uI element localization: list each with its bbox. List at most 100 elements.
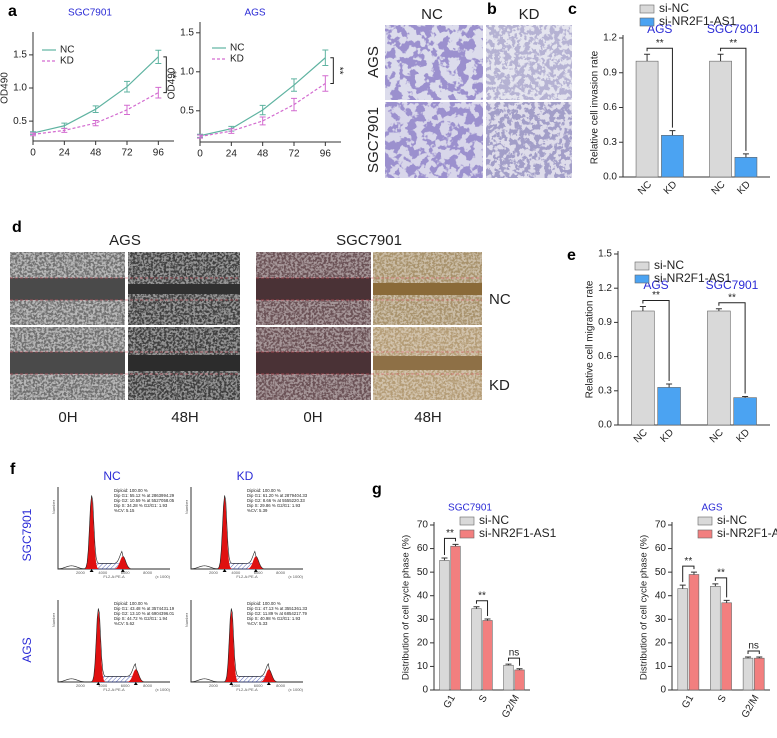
flow-stat: Dip S: 40.98 % G2/G1: 1.93 <box>247 616 301 621</box>
y-tick-label: 10 <box>655 661 667 672</box>
flow-stat: Dip G2: 13.10 % at 6904396.01 <box>114 611 175 616</box>
flow-curve <box>57 495 170 570</box>
flow-stat: %CV: 5.15 <box>114 508 135 513</box>
significance-bracket <box>718 302 746 394</box>
error-bar <box>742 396 749 398</box>
flow-g1-peak <box>222 608 241 682</box>
error-bar <box>516 668 523 670</box>
significance-bracket <box>642 299 670 381</box>
y-tick-label: 1.0 <box>180 66 194 77</box>
flow-peak-marker <box>89 569 94 572</box>
flow-stat: Dip S: 29.86 % G2/G1: 1.93 <box>247 503 301 508</box>
annotation: ** <box>717 568 725 579</box>
image-column-label: KD <box>519 6 540 23</box>
error-bar <box>259 116 266 126</box>
flow-column-label: KD <box>237 469 254 483</box>
flow-x-tick-label: 6000 <box>254 683 264 688</box>
flow-stat: %CV: 5.33 <box>247 621 268 626</box>
significance-bracket <box>475 600 489 617</box>
x-tick-label: 0 <box>197 149 203 160</box>
legend-swatch <box>697 529 713 539</box>
legend-label: si-NR2F1-AS1 <box>479 526 557 540</box>
bar <box>471 608 482 691</box>
bar <box>677 588 688 691</box>
flow-stat: Diploid: 100.00 % <box>114 488 148 493</box>
time-label: 48H <box>171 409 199 426</box>
panel-label: g <box>372 481 382 498</box>
error-bar <box>441 557 448 561</box>
legend-swatch <box>639 4 655 14</box>
y-tick-label: 50 <box>417 567 429 578</box>
legend-label: KD <box>230 54 244 65</box>
y-tick-label: 1.2 <box>603 33 617 44</box>
annotation: ** <box>656 38 664 49</box>
flow-x-label: FL2-A:PE-A <box>103 574 125 579</box>
flow-x-tick-label: 8000 <box>276 570 286 575</box>
line-series <box>199 57 326 137</box>
flow-stat: %CV: 5.62 <box>114 621 135 626</box>
group-label: KD <box>489 377 510 394</box>
flow-stat: %CV: 5.39 <box>247 508 268 513</box>
significance-bracket <box>330 57 334 84</box>
chart-title: AGS <box>701 503 722 514</box>
flow-stat: Diploid: 100.00 % <box>247 488 281 493</box>
x-tick-label: 24 <box>226 149 238 160</box>
error-bar <box>679 584 686 589</box>
legend-swatch <box>459 529 475 539</box>
y-tick-label: 70 <box>417 520 429 531</box>
legend-swatch <box>697 516 713 526</box>
y-tick-label: 0.9 <box>598 317 612 328</box>
significance-bracket <box>682 565 695 583</box>
flow-stat: Diploid: 100.00 % <box>247 601 281 606</box>
bar-label: NC <box>708 427 726 445</box>
y-tick-label: 40 <box>417 590 429 601</box>
legend-label: si-NC <box>479 513 509 527</box>
significance-bracket <box>507 657 521 666</box>
significance-bracket <box>646 47 673 128</box>
legend-label: si-NC <box>659 1 689 15</box>
bar <box>734 157 758 178</box>
image-row-label: SGC7901 <box>365 107 382 173</box>
flow-x-tick-label: 4000 <box>231 683 241 688</box>
legend-swatch <box>639 17 655 27</box>
cell-line-label: SGC7901 <box>336 232 402 249</box>
flow-y-label: Number <box>51 612 56 627</box>
significance-bracket <box>443 537 457 555</box>
y-tick-label: 30 <box>655 614 667 625</box>
y-tick-label: 30 <box>417 614 429 625</box>
bar <box>450 545 461 691</box>
flow-stat: Diploid: 100.00 % <box>114 601 148 606</box>
error-bar <box>712 583 719 587</box>
group-label: NC <box>489 291 511 308</box>
error-bar <box>505 663 512 666</box>
y-axis-label: OD490 <box>167 67 178 99</box>
flow-x-unit: (x 1000) <box>288 574 303 579</box>
y-axis-label: Distribution of cell cycle phase (%) <box>639 535 650 680</box>
flow-x-tick-label: 6000 <box>121 570 131 575</box>
x-tick-label: G1 <box>680 693 696 710</box>
x-tick-label: S <box>716 693 729 705</box>
invasion-images <box>385 25 572 178</box>
annotation: ** <box>334 67 345 75</box>
error-bar <box>715 308 722 311</box>
y-tick-label: 60 <box>655 543 667 554</box>
flow-curve <box>190 608 303 683</box>
y-tick-label: 50 <box>655 567 667 578</box>
significance-bracket <box>720 47 747 151</box>
flow-x-tick-label: 2000 <box>209 683 219 688</box>
y-tick-label: 0.0 <box>598 420 612 431</box>
flow-x-unit: (x 1000) <box>288 687 303 692</box>
y-tick-label: 1.5 <box>180 27 194 38</box>
panel-label: d <box>12 219 22 236</box>
error-bar <box>690 571 697 575</box>
group-label: SGC7901 <box>706 278 759 292</box>
y-tick-label: 1.0 <box>13 83 27 94</box>
bar-label: NC <box>710 179 728 197</box>
y-axis-label: OD490 <box>0 72 11 104</box>
panel-label: b <box>487 1 497 18</box>
flow-x-tick-label: 4000 <box>231 570 241 575</box>
flow-y-label: Number <box>51 499 56 514</box>
bar <box>657 387 681 426</box>
flow-peak-marker <box>253 569 258 572</box>
